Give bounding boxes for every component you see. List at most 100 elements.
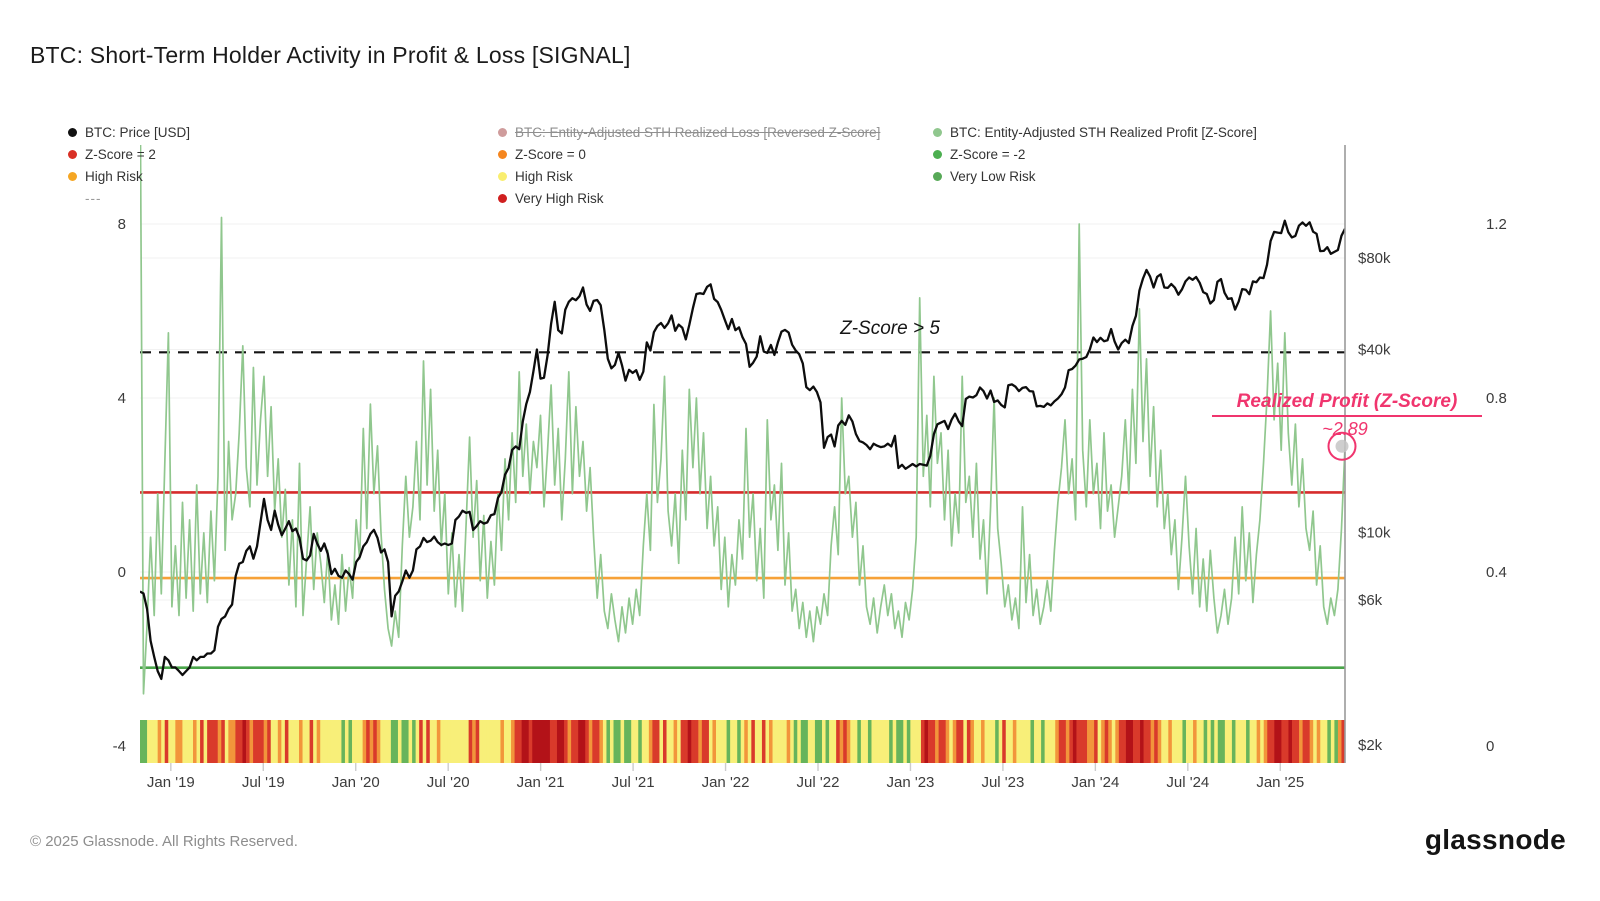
risk-heatmap-cell <box>1069 720 1074 763</box>
risk-heatmap-cell <box>698 720 703 763</box>
risk-heatmap-cell <box>687 720 692 763</box>
risk-heatmap-cell <box>885 720 890 763</box>
legend-item[interactable]: High Risk <box>498 165 880 187</box>
risk-heatmap-cell <box>1072 720 1077 763</box>
risk-heatmap-cell <box>387 720 392 763</box>
risk-heatmap-cell <box>1249 720 1254 763</box>
legend-item[interactable]: BTC: Entity-Adjusted STH Realized Profit… <box>933 121 1257 143</box>
risk-heatmap-cell <box>599 720 604 763</box>
risk-heatmap-cell <box>899 720 904 763</box>
risk-heatmap-cell <box>1009 720 1014 763</box>
legend-item[interactable]: BTC: Price [USD] <box>68 121 190 143</box>
risk-heatmap-cell <box>1217 720 1222 763</box>
risk-heatmap-cell <box>419 720 424 763</box>
risk-heatmap-cell <box>475 720 480 763</box>
risk-heatmap-cell <box>850 720 855 763</box>
risk-heatmap-cell <box>189 720 194 763</box>
risk-heatmap-cell <box>723 720 727 763</box>
risk-heatmap-cell <box>673 720 678 763</box>
risk-heatmap-cell <box>949 720 954 763</box>
risk-heatmap-cell <box>984 720 989 763</box>
risk-heatmap-cell <box>1207 720 1212 763</box>
risk-heatmap-cell <box>1267 720 1272 763</box>
risk-heatmap-cell <box>1224 720 1229 763</box>
risk-heatmap-cell <box>143 720 148 763</box>
risk-heatmap-cell <box>1115 720 1120 763</box>
legend-dot-icon <box>933 149 942 159</box>
legend-item[interactable]: BTC: Entity-Adjusted STH Realized Loss [… <box>498 121 880 143</box>
risk-heatmap-cell <box>655 720 660 763</box>
risk-heatmap-cell <box>299 720 303 763</box>
risk-heatmap-cell <box>246 720 250 763</box>
risk-heatmap-cell <box>369 720 374 763</box>
risk-heatmap-cell <box>1253 720 1258 763</box>
risk-heatmap-cell <box>843 720 848 763</box>
risk-heatmap-cell <box>440 720 445 763</box>
risk-heatmap-cell <box>465 720 470 763</box>
risk-heatmap-cell <box>942 720 947 763</box>
risk-heatmap-cell <box>443 720 448 763</box>
risk-heatmap-cell <box>666 720 671 763</box>
legend-item[interactable]: --- <box>68 187 190 209</box>
legend-item[interactable]: Z-Score = -2 <box>933 143 1257 165</box>
risk-heatmap-cell <box>1026 720 1031 763</box>
risk-heatmap-cell <box>1034 720 1038 763</box>
risk-heatmap-cell <box>1193 720 1197 763</box>
risk-heatmap-cell <box>1150 720 1155 763</box>
risk-heatmap-cell <box>825 720 830 763</box>
risk-heatmap-cell <box>147 720 152 763</box>
y-axis-zscore-tick: 8 <box>118 216 126 233</box>
y-axis-zscore-tick: -4 <box>113 738 126 755</box>
legend-item-label: BTC: Entity-Adjusted STH Realized Profit… <box>950 124 1257 140</box>
y-axis-price-tick: $6k <box>1358 592 1383 609</box>
risk-heatmap-cell <box>1256 720 1261 763</box>
legend-column-profit: BTC: Entity-Adjusted STH Realized Profit… <box>933 121 1257 187</box>
risk-heatmap-cell <box>422 720 427 763</box>
risk-heatmap-cell <box>401 720 406 763</box>
x-axis-tick-label: Jan '23 <box>887 774 935 791</box>
legend-dot-icon <box>933 127 942 137</box>
risk-heatmap-cell <box>1097 720 1102 763</box>
legend-item-label: Z-Score = -2 <box>950 146 1026 162</box>
risk-heatmap-cell <box>397 720 402 763</box>
legend-item[interactable]: High Risk <box>68 165 190 187</box>
risk-heatmap-cell <box>256 720 261 763</box>
risk-heatmap-cell <box>302 720 307 763</box>
risk-heatmap-cell <box>1182 720 1187 763</box>
risk-heatmap-cell <box>744 720 749 763</box>
zscore-threshold-annotation: Z-Score > 5 <box>840 318 940 339</box>
risk-heatmap-cell <box>539 720 544 763</box>
x-axis-tick-label: Jan '22 <box>702 774 750 791</box>
risk-heatmap-cell <box>1005 720 1010 763</box>
risk-heatmap-cell <box>857 720 862 763</box>
risk-heatmap-cell <box>355 720 360 763</box>
risk-heatmap-cell <box>291 720 296 763</box>
risk-heatmap-cell <box>150 720 155 763</box>
risk-heatmap-cell <box>800 720 805 763</box>
risk-heatmap-cell <box>373 720 378 763</box>
y-axis-secondary-tick: 1.2 <box>1486 216 1507 233</box>
risk-heatmap-cell <box>769 720 773 763</box>
risk-heatmap-cell <box>1299 720 1303 763</box>
risk-heatmap-cell <box>1012 720 1017 763</box>
risk-heatmap-cell <box>532 720 537 763</box>
risk-heatmap-cell <box>323 720 328 763</box>
risk-heatmap-cell <box>1030 720 1035 763</box>
risk-heatmap-cell <box>1341 720 1346 763</box>
risk-heatmap-cell <box>157 720 162 763</box>
risk-heatmap-cell <box>1065 720 1070 763</box>
legend-item-label: --- <box>85 190 102 206</box>
risk-heatmap-cell <box>1058 720 1063 763</box>
legend-item[interactable]: Very Low Risk <box>933 165 1257 187</box>
risk-heatmap-cell <box>867 720 872 763</box>
risk-heatmap-cell <box>691 720 696 763</box>
risk-heatmap-cell <box>334 720 339 763</box>
risk-heatmap-cell <box>1101 720 1106 763</box>
legend-item[interactable]: Z-Score = 0 <box>498 143 880 165</box>
risk-heatmap-cell <box>1228 720 1233 763</box>
risk-heatmap-cell <box>966 720 971 763</box>
risk-heatmap-cell <box>507 720 512 763</box>
legend-item[interactable]: Very High Risk <box>498 187 880 209</box>
legend-item[interactable]: Z-Score = 2 <box>68 143 190 165</box>
